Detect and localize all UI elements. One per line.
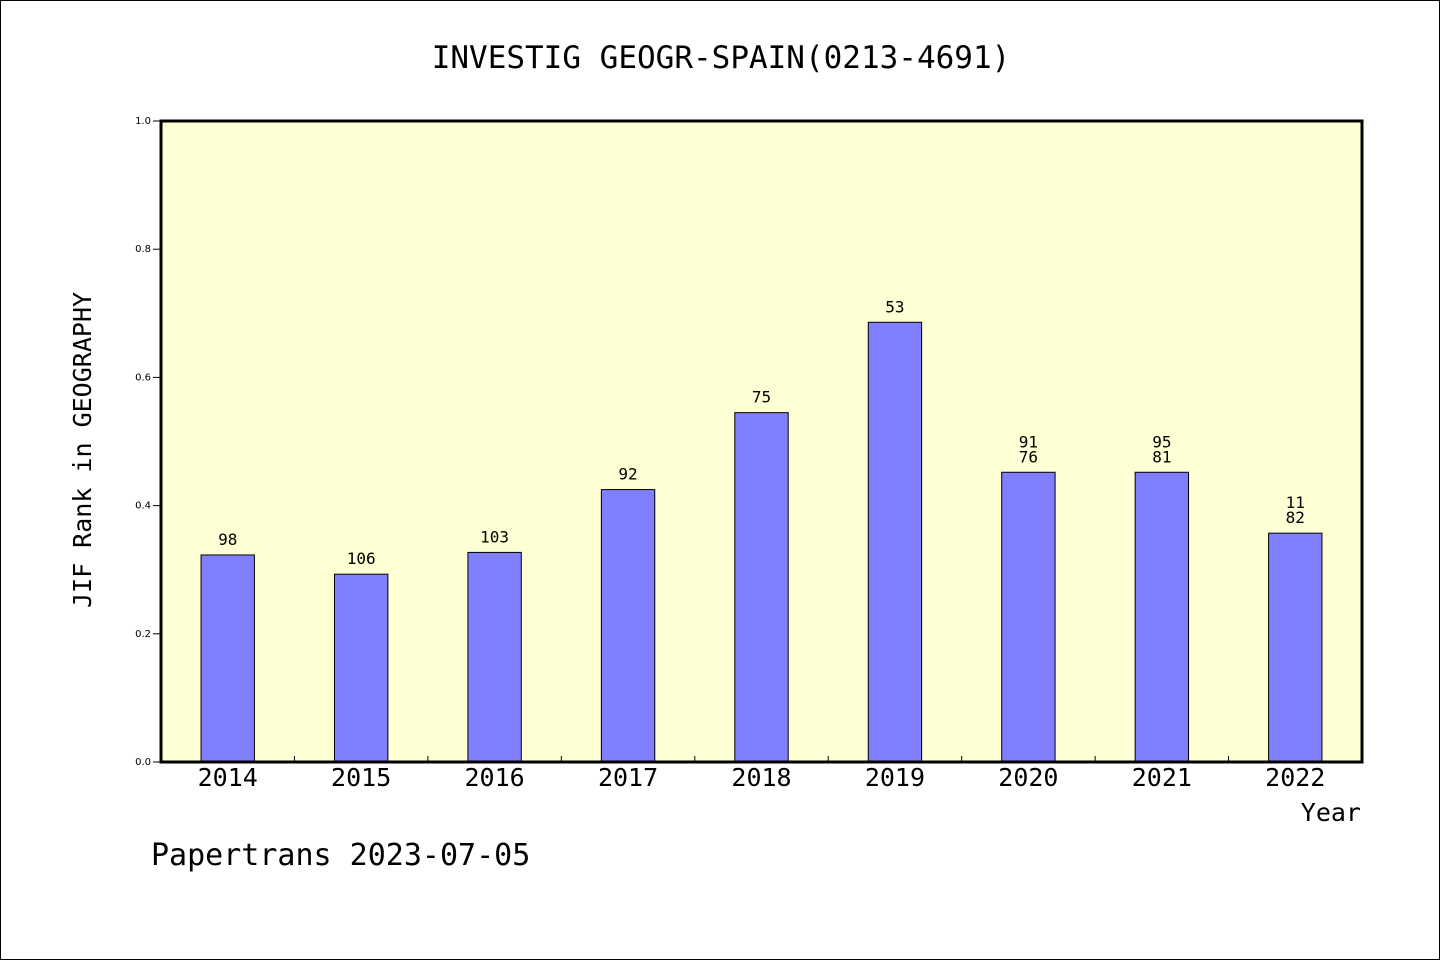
bar-label-2016: 103	[480, 527, 509, 546]
bar-label-2022-2: 82	[1286, 508, 1305, 527]
bar-2015	[333, 573, 389, 763]
y-axis-ticks: 0.0 0.2 0.4 0.6 0.8 1.0	[135, 116, 161, 768]
bar-2014	[200, 554, 255, 763]
bar-label-2019: 53	[885, 297, 904, 316]
bar-label-2021-2: 81	[1152, 447, 1171, 466]
plot-border	[159, 119, 1364, 764]
footer-credit: Papertrans 2023-07-05	[151, 838, 530, 873]
bar-label-2018: 75	[752, 388, 771, 407]
y-tick-label-0-4: 0.4	[135, 501, 151, 512]
x-tick-label-2018: 2018	[731, 763, 791, 792]
bar-label-2015: 106	[347, 549, 376, 568]
bar-label-2021-1: 95	[1152, 432, 1171, 451]
bar-2022	[1268, 532, 1323, 763]
bar-2017	[600, 489, 656, 763]
bar-label-2017: 92	[618, 465, 637, 484]
x-tick-label-2019: 2019	[865, 763, 925, 792]
x-axis-label: Year	[1301, 798, 1361, 827]
bar-2016	[467, 551, 522, 763]
y-tick-label-0-8: 0.8	[135, 244, 151, 255]
x-tick-label-2015: 2015	[331, 763, 391, 792]
y-tick-label-0-0: 0.0	[135, 757, 151, 768]
y-tick-label-1-0: 1.0	[135, 116, 151, 127]
x-tick-label-2017: 2017	[598, 763, 658, 792]
bar-2019	[867, 321, 923, 763]
chart-title: INVESTIG GEOGR-SPAIN(0213-4691)	[432, 40, 1011, 76]
x-tick-label-2016: 2016	[465, 763, 525, 792]
bar-2020	[1001, 471, 1056, 763]
x-tick-label-2022: 2022	[1265, 763, 1325, 792]
bar-2021	[1134, 471, 1190, 763]
y-axis-label: JIF Rank in GEOGRAPHY	[68, 292, 97, 608]
x-tick-label-2020: 2020	[998, 763, 1058, 792]
bar-label-2014: 98	[218, 530, 237, 549]
x-axis-ticks: 2014 2015 2016 2017 2018 2019 2020 2021 2022	[198, 756, 1325, 792]
bars-group	[200, 321, 1323, 763]
bar-label-2022-1: 11	[1286, 493, 1305, 512]
x-tick-label-2014: 2014	[198, 763, 258, 792]
bar-label-2020-1: 91	[1019, 432, 1038, 451]
y-tick-label-0-6: 0.6	[135, 372, 151, 383]
x-tick-label-2021: 2021	[1132, 763, 1192, 792]
y-tick-label-0-2: 0.2	[135, 629, 151, 640]
bar-2018	[734, 412, 789, 763]
bar-label-2020-2: 76	[1019, 447, 1038, 466]
